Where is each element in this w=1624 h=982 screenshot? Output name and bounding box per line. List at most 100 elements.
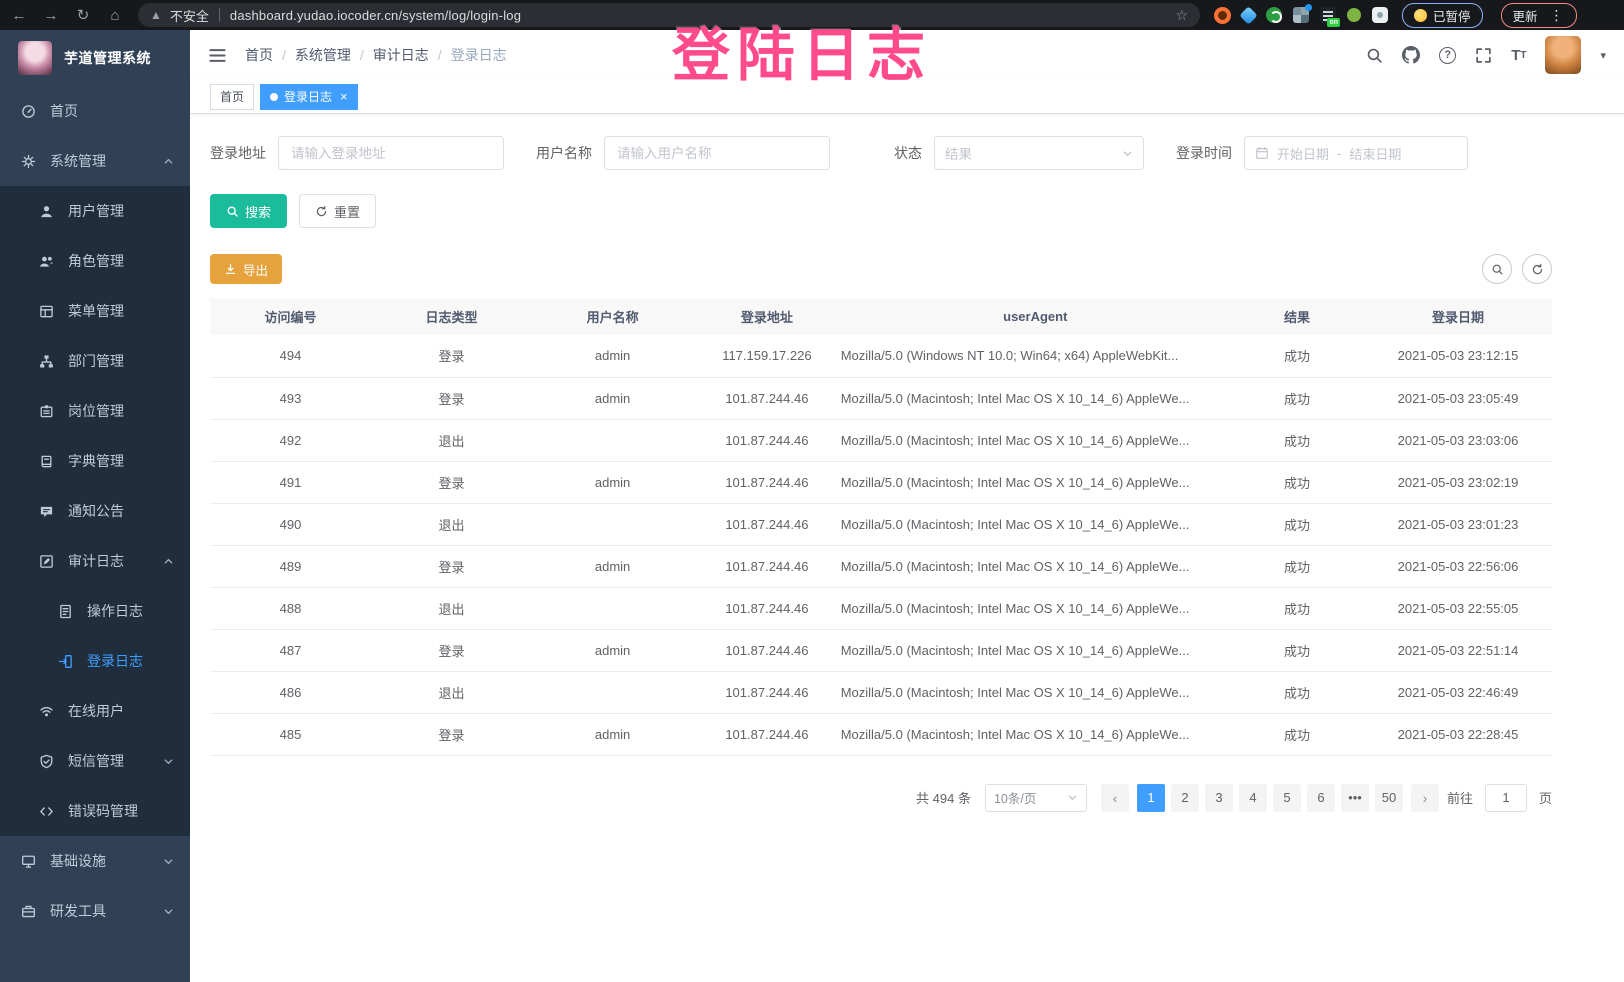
page-button-5[interactable]: 5 (1272, 783, 1301, 812)
hamburger-icon[interactable] (204, 42, 231, 69)
sidebar-item-online-user[interactable]: 在线用户 (0, 686, 190, 736)
page-buttons: 1 2 3 4 5 6 ••• 50 (1136, 783, 1403, 812)
breadcrumb-item[interactable]: 审计日志 (372, 47, 429, 63)
cell-ip: 101.87.244.46 (693, 587, 841, 630)
app-logo-row: 芋道管理系统 (0, 30, 190, 86)
sidebar-item-post-management[interactable]: 岗位管理 (0, 386, 190, 436)
breadcrumb-item[interactable]: 系统管理 (294, 47, 351, 63)
sms-icon (38, 753, 54, 769)
ext-list-icon[interactable]: on (1320, 7, 1340, 27)
sidebar-item-dict-management[interactable]: 字典管理 (0, 436, 190, 486)
page-button-50[interactable]: 50 (1374, 783, 1403, 812)
username-input[interactable] (604, 136, 830, 170)
page-button-2[interactable]: 2 (1170, 783, 1199, 812)
search-icon[interactable] (1366, 47, 1383, 64)
browser-forward-icon[interactable]: → (43, 6, 59, 24)
page-button-6[interactable]: 6 (1306, 783, 1335, 812)
cell-type: 登录 (371, 461, 533, 504)
avatar-caret-icon[interactable]: ▾ (1600, 49, 1606, 62)
sidebar-item-infrastructure[interactable]: 基础设施 (0, 836, 190, 886)
search-button[interactable]: 搜索 (210, 194, 288, 228)
status-select[interactable]: 结果 (934, 136, 1144, 170)
infra-icon (20, 853, 36, 869)
cell-username (532, 671, 694, 714)
sidebar-item-error-code-management[interactable]: 错误码管理 (0, 786, 190, 836)
sidebar-item-menu-management[interactable]: 菜单管理 (0, 286, 190, 336)
cell-result: 成功 (1229, 671, 1365, 714)
export-button[interactable]: 导出 (210, 254, 283, 284)
ext-blue-gem-icon[interactable] (1239, 5, 1258, 25)
column-header: 用户名称 (532, 298, 694, 335)
update-badge[interactable]: 更新 ⋮ (1500, 2, 1577, 28)
fullscreen-icon[interactable] (1475, 47, 1492, 64)
sidebar-item-user-management[interactable]: 用户管理 (0, 186, 190, 236)
cell-id: 491 (210, 461, 372, 504)
page-button-3[interactable]: 3 (1204, 783, 1233, 812)
date-range-picker[interactable]: 开始日期 - 结束日期 (1244, 136, 1468, 170)
sidebar-item-operate-log[interactable]: 操作日志 (0, 586, 190, 636)
end-date-placeholder: 结束日期 (1349, 146, 1402, 162)
close-tab-icon[interactable]: × (340, 89, 348, 104)
sidebar-item-dept-management[interactable]: 部门管理 (0, 336, 190, 386)
profile-paused-badge[interactable]: 已暂停 (1402, 2, 1483, 28)
table-header-row: 访问编号 日志类型 用户名称 登录地址 userAgent 结果 登录日期 (210, 298, 1552, 335)
cell-type: 登录 (371, 629, 533, 672)
browser-back-icon[interactable]: ← (11, 6, 27, 24)
goto-page-input[interactable] (1484, 783, 1527, 812)
login-time-label: 登录时间 (1176, 145, 1232, 161)
page-content: 登录地址 用户名称 状态 结果 登录时间 (190, 114, 1624, 982)
ext-green-leaf-icon[interactable] (1347, 8, 1361, 22)
browser-menu-icon[interactable]: ⋮ (1549, 6, 1565, 23)
github-icon[interactable] (1402, 46, 1421, 64)
sidebar-item-login-log[interactable]: 登录日志 (0, 636, 190, 686)
next-page-button[interactable]: › (1410, 783, 1439, 812)
sidebar-item-home[interactable]: 首页 (0, 86, 190, 136)
cell-result: 成功 (1229, 503, 1365, 546)
sidebar-item-label: 登录日志 (87, 653, 143, 669)
cell-ip: 101.87.244.46 (693, 503, 841, 546)
sidebar-item-label: 基础设施 (50, 853, 106, 869)
browser-home-icon[interactable]: ⌂ (110, 6, 120, 24)
address-bar[interactable]: ▲ 不安全 dashboard.yudao.iocoder.cn/system/… (138, 3, 1200, 27)
cell-ip: 117.159.17.226 (693, 335, 841, 378)
ext-puzzle-icon[interactable] (1372, 7, 1388, 23)
docs-help-icon[interactable]: ? (1439, 46, 1457, 64)
sidebar-item-sms-management[interactable]: 短信管理 (0, 736, 190, 786)
security-label: 不安全 (169, 8, 209, 24)
tab-login-log[interactable]: 登录日志 × (260, 83, 358, 110)
sidebar-item-label: 部门管理 (68, 353, 124, 369)
tab-home[interactable]: 首页 (210, 83, 255, 110)
hide-search-button[interactable] (1482, 254, 1512, 284)
bookmark-star-icon[interactable]: ☆ (1175, 6, 1188, 23)
refresh-button[interactable] (1522, 254, 1552, 284)
ext-green-circle-icon[interactable] (1266, 7, 1282, 23)
cell-date: 2021-05-03 22:46:49 (1364, 671, 1552, 714)
sidebar-item-dev-tools[interactable]: 研发工具 (0, 886, 190, 936)
sidebar-item-notice[interactable]: 通知公告 (0, 486, 190, 536)
page-button-more[interactable]: ••• (1340, 783, 1369, 812)
address-input[interactable] (278, 136, 504, 170)
page-size-select[interactable]: 10条/页 (984, 783, 1087, 812)
cell-ua: Mozilla/5.0 (Macintosh; Intel Mac OS X 1… (840, 545, 1230, 588)
ext-orange-ring-icon[interactable] (1214, 6, 1231, 24)
prev-page-button[interactable]: ‹ (1100, 783, 1129, 812)
status-placeholder: 结果 (945, 147, 972, 162)
reset-button[interactable]: 重置 (299, 194, 377, 228)
browser-reload-icon[interactable]: ↻ (76, 6, 90, 24)
cell-username: admin (532, 377, 694, 420)
breadcrumb-item[interactable]: 首页 (245, 47, 273, 63)
sidebar: 芋道管理系统 首页 系统管理 用户管理 角色管理 菜单管理部门管理岗位管理字典管理通知公… (0, 30, 190, 982)
sidebar-item-system-management[interactable]: 系统管理 (0, 136, 190, 186)
user-avatar[interactable] (1545, 36, 1582, 74)
sidebar-item-label: 字典管理 (68, 453, 124, 469)
page-button-1[interactable]: 1 (1136, 783, 1165, 812)
browser-chrome: ← → ↻ ⌂ ▲ 不安全 dashboard.yudao.iocoder.cn… (0, 0, 1624, 30)
sidebar-item-role-management[interactable]: 角色管理 (0, 236, 190, 286)
ext-grid-icon[interactable] (1293, 4, 1312, 23)
app-logo (18, 41, 52, 75)
sidebar-item-audit-log[interactable]: 审计日志 (0, 536, 190, 586)
sidebar-menu: 首页 系统管理 用户管理 角色管理 菜单管理部门管理岗位管理字典管理通知公告 审计日志 操作… (0, 86, 190, 936)
page-button-4[interactable]: 4 (1238, 783, 1267, 812)
address-divider (218, 8, 220, 22)
